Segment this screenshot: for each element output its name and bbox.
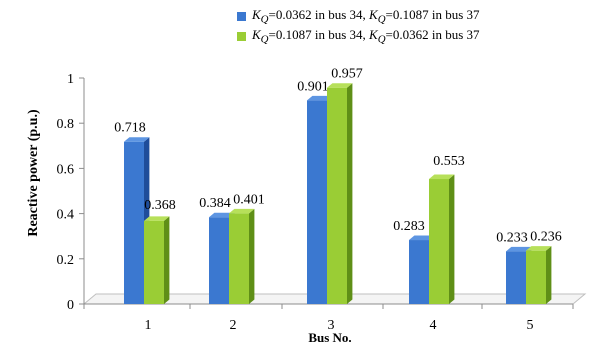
legend-label-series-2: KQ=0.1087 in bus 34, KQ=0.0362 in bus 37 bbox=[252, 26, 480, 46]
data-label-s2: 0.957 bbox=[331, 67, 363, 82]
y-tick-label: 0 bbox=[67, 298, 74, 313]
data-label-s1: 0.901 bbox=[297, 79, 329, 94]
data-label-s2: 0.401 bbox=[233, 192, 265, 207]
legend-entry-series-2: KQ=0.1087 in bus 34, KQ=0.0362 in bus 37 bbox=[237, 26, 480, 46]
bar-top-s1 bbox=[307, 95, 333, 101]
bar-front-s2 bbox=[229, 213, 249, 304]
x-axis-label: Bus No. bbox=[308, 330, 352, 345]
bar-front-s2 bbox=[327, 87, 347, 304]
bar-side-s2 bbox=[449, 174, 455, 304]
data-label-s1: 0.283 bbox=[393, 219, 425, 234]
bar-top-s2 bbox=[429, 174, 455, 180]
data-label-s1: 0.718 bbox=[114, 121, 146, 136]
data-label-s1: 0.384 bbox=[199, 196, 231, 211]
bar-top-s2 bbox=[144, 216, 170, 221]
y-tick-label: 1 bbox=[67, 72, 74, 87]
bar-top-s2 bbox=[327, 83, 353, 88]
bar-top-s2 bbox=[229, 208, 255, 214]
y-tick-label: 0.6 bbox=[57, 162, 75, 177]
data-label-s1: 0.233 bbox=[496, 230, 528, 245]
y-tick-label: 0.8 bbox=[57, 117, 75, 132]
y-tick-label: 0.2 bbox=[57, 253, 75, 268]
x-tick-label: 3 bbox=[328, 318, 335, 333]
data-label-s2: 0.368 bbox=[144, 198, 176, 213]
x-tick-label: 4 bbox=[430, 318, 437, 333]
bar-front-s1 bbox=[506, 251, 526, 304]
bar-top-s1 bbox=[209, 212, 235, 218]
bar-front-s2 bbox=[144, 220, 164, 304]
legend-swatch-series-1 bbox=[237, 11, 246, 21]
bar-front-s1 bbox=[209, 217, 229, 304]
bar-front-s2 bbox=[429, 179, 449, 304]
bar-front-s1 bbox=[307, 100, 327, 305]
bar-front-s1 bbox=[409, 240, 429, 304]
bar-side-s2 bbox=[164, 216, 170, 304]
bar-top-s2 bbox=[526, 246, 552, 251]
data-label-s2: 0.236 bbox=[530, 230, 562, 245]
legend-label-series-1: KQ=0.0362 in bus 34, KQ=0.1087 in bus 37 bbox=[252, 6, 480, 26]
bar-side-s2 bbox=[249, 208, 255, 304]
bar-top-s1 bbox=[124, 137, 150, 142]
x-tick-label: 2 bbox=[230, 318, 237, 333]
bar-top-s1 bbox=[409, 235, 435, 241]
bar-front-s2 bbox=[526, 250, 546, 304]
y-tick-label: 0.4 bbox=[57, 208, 75, 223]
x-tick-label: 5 bbox=[527, 318, 534, 333]
bar-front-s1 bbox=[124, 141, 144, 304]
bar-top-s1 bbox=[506, 246, 532, 252]
y-axis-label: Reactive power (p.u.) bbox=[26, 109, 41, 237]
bar-side-s2 bbox=[546, 246, 552, 304]
x-tick-label: 1 bbox=[145, 318, 152, 333]
legend-entry-series-1: KQ=0.0362 in bus 34, KQ=0.1087 in bus 37 bbox=[237, 6, 480, 26]
legend-swatch-series-2 bbox=[237, 31, 246, 41]
data-label-s2: 0.553 bbox=[433, 154, 465, 169]
bar-side-s2 bbox=[347, 83, 353, 304]
chart-legend: KQ=0.0362 in bus 34, KQ=0.1087 in bus 37… bbox=[237, 6, 480, 46]
